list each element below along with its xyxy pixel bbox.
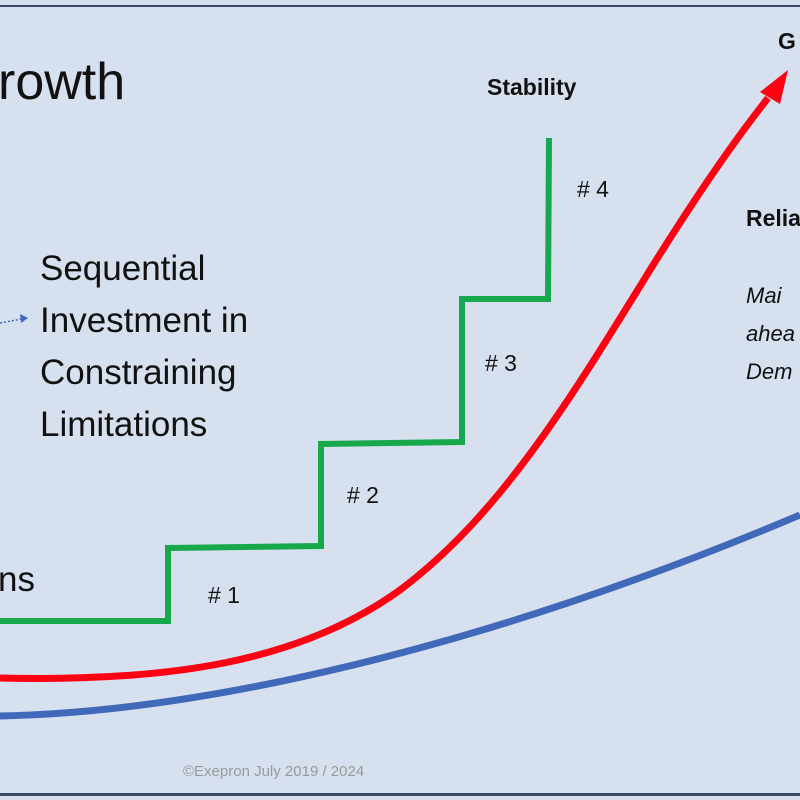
pointer-arrowhead-icon (20, 314, 28, 323)
reliability-desc-line: Mai (746, 283, 782, 308)
step-label-4: # 4 (577, 176, 609, 202)
step-label-3: # 3 (485, 350, 517, 376)
reliability-desc-line: ahea (746, 321, 795, 346)
sequential-text-line: Investment in (40, 301, 249, 340)
sequential-text-line: Sequential (40, 249, 206, 288)
frame-top-border (0, 5, 800, 7)
stability-label: Stability (487, 74, 577, 100)
dotted-pointer-arrow (0, 318, 23, 324)
step-label-2: # 2 (347, 482, 379, 508)
baseline-curve (0, 511, 800, 720)
sequential-text-line: Constraining (40, 353, 237, 392)
reliability-desc-line: Dem (746, 359, 793, 384)
growth-label: G (778, 28, 796, 54)
sequential-text-line: Limitations (40, 405, 208, 444)
page-title: rowth (0, 53, 126, 111)
frame-bottom-border (0, 793, 800, 796)
reliability-label: Relia (746, 205, 800, 231)
growth-curve (0, 95, 771, 682)
growth-arrowhead-icon (760, 70, 788, 104)
investment-steps (0, 137, 552, 624)
step-label-1: # 1 (208, 582, 240, 608)
left-label-fragment: ns (0, 560, 35, 599)
copyright-notice: ©Exepron July 2019 / 2024 (183, 763, 365, 780)
